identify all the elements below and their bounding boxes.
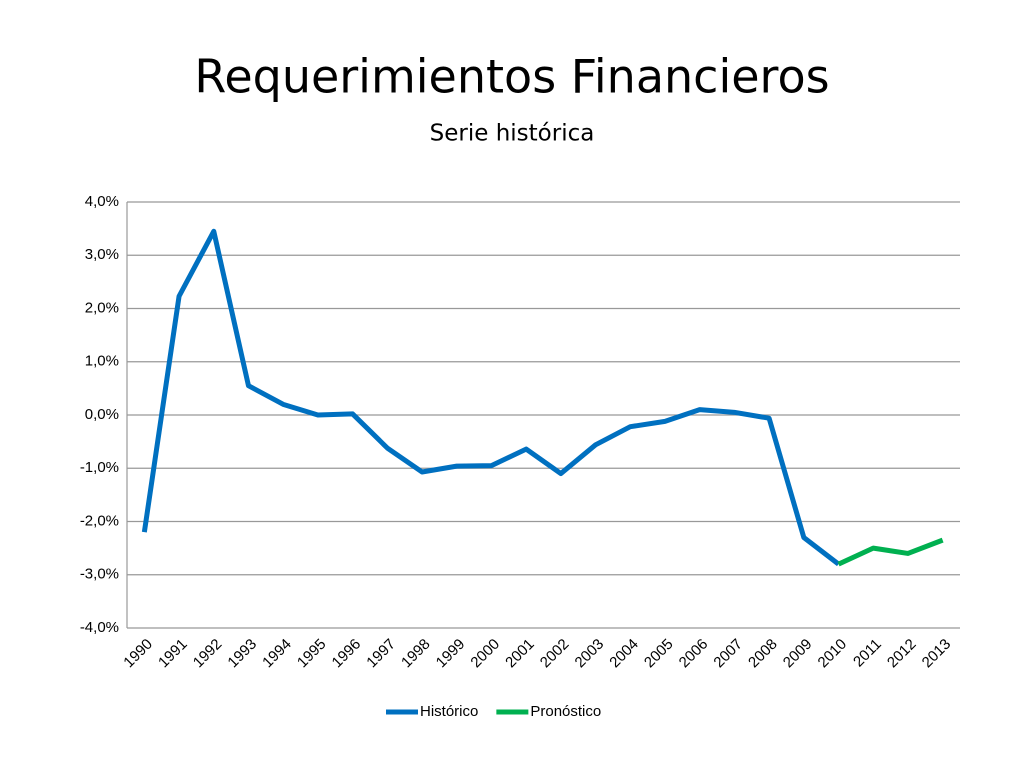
x-tick-label: 2000 — [467, 636, 503, 672]
x-tick-label: 2006 — [676, 636, 712, 672]
line-series — [141, 228, 841, 567]
chart-subtitle: Serie histórica — [430, 121, 595, 147]
x-tick-label: 2007 — [710, 636, 746, 672]
x-tick-label: 2012 — [884, 636, 920, 672]
x-tick-label: 1993 — [224, 636, 260, 672]
y-tick-label: -2,0% — [80, 512, 119, 529]
y-tick-label: -3,0% — [80, 566, 119, 583]
chart-title: Requerimientos Financieros — [194, 50, 829, 104]
line-series — [837, 537, 944, 567]
x-tick-label: 2009 — [780, 636, 816, 672]
x-tick-label: 1994 — [259, 636, 295, 672]
y-tick-label: 0,0% — [85, 406, 119, 423]
x-tick-label: 2013 — [919, 636, 955, 672]
x-tick-label: 2005 — [641, 636, 677, 672]
x-tick-label: 1991 — [155, 636, 191, 672]
x-tick-label: 2011 — [850, 636, 885, 671]
x-tick-label: 1996 — [329, 636, 365, 672]
x-tick-label: 1999 — [433, 636, 469, 672]
x-tick-label: 1998 — [398, 636, 434, 672]
x-tick-label: 1990 — [120, 636, 156, 672]
x-tick-label: 1992 — [190, 636, 226, 672]
y-tick-label: 3,0% — [85, 246, 119, 263]
y-tick-label: 1,0% — [85, 353, 119, 370]
x-tick-label: 1997 — [363, 636, 399, 672]
x-tick-label: 2004 — [606, 636, 642, 672]
y-tick-label: -1,0% — [80, 459, 119, 476]
x-tick-label: 1995 — [294, 636, 330, 672]
legend-label: Pronóstico — [530, 703, 601, 720]
x-tick-label: 2003 — [572, 636, 608, 672]
y-tick-label: 4,0% — [85, 193, 119, 210]
x-tick-label: 2002 — [537, 636, 573, 672]
x-tick-label: 2001 — [502, 636, 538, 672]
y-tick-label: -4,0% — [80, 619, 119, 636]
x-tick-label: 2010 — [815, 636, 851, 672]
x-tick-label: 2008 — [745, 636, 781, 672]
y-tick-label: 2,0% — [85, 299, 119, 316]
legend-label: Histórico — [420, 703, 478, 720]
